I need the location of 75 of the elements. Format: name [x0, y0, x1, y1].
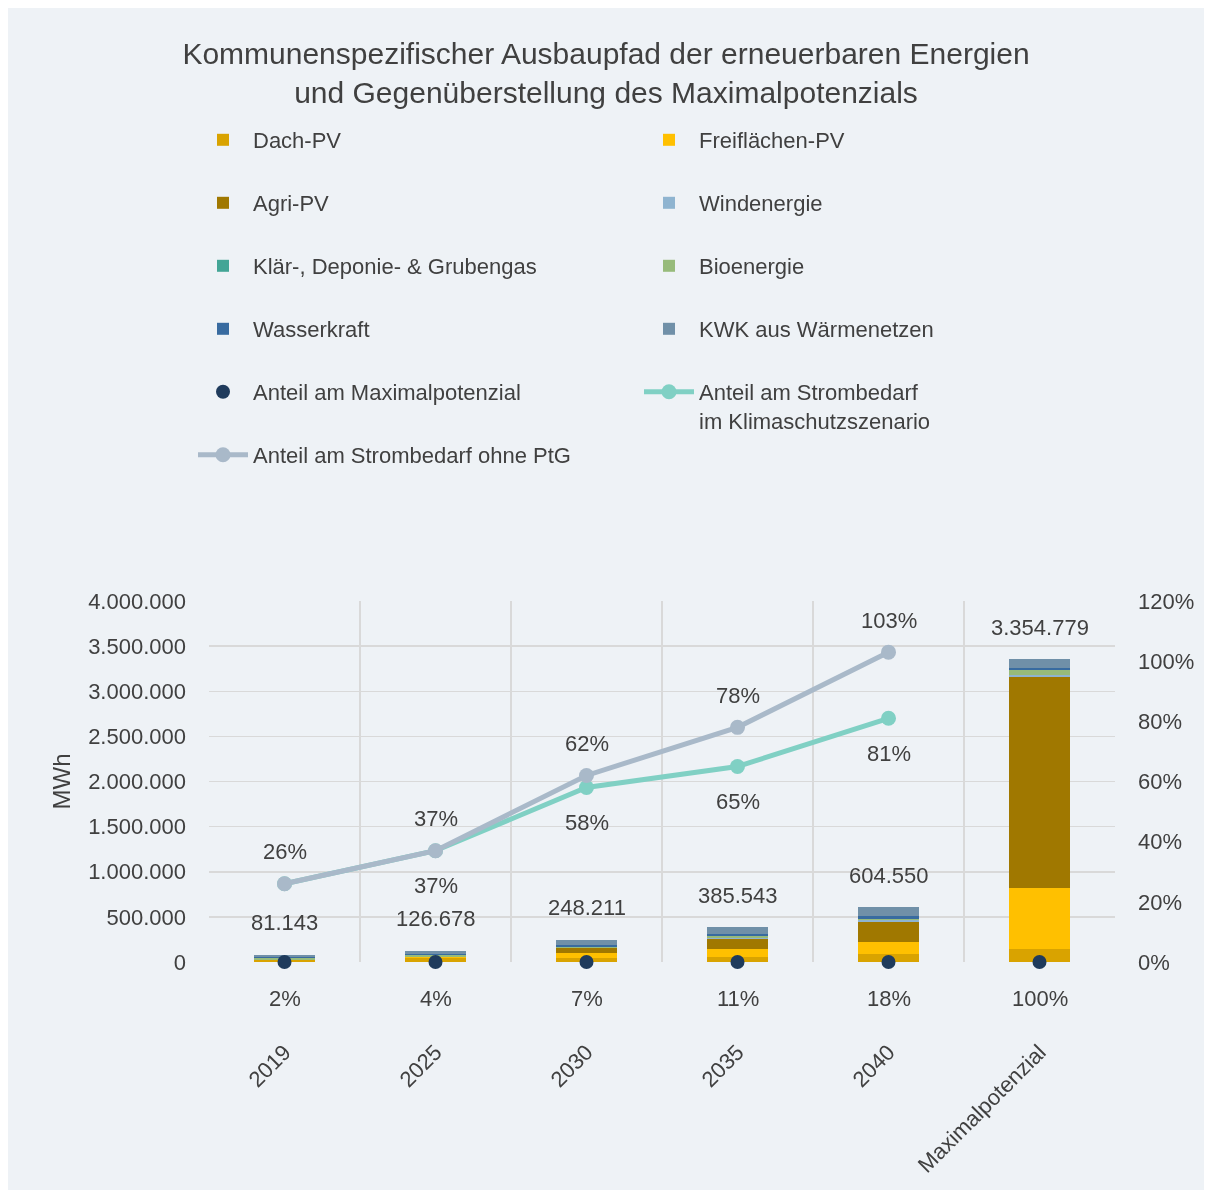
y2-tick-label: 0%: [1138, 949, 1170, 975]
point: [881, 955, 896, 969]
bar: [858, 907, 919, 917]
bar: [858, 942, 919, 955]
total-label: 248.211: [548, 895, 626, 920]
y-tick-label: 3.000.000: [88, 678, 186, 704]
point: [428, 955, 443, 969]
point: [1032, 955, 1047, 969]
data-label: 65%: [716, 789, 761, 814]
bar: [556, 953, 617, 958]
point: [579, 767, 594, 783]
legend-label: Freiflächen-PV: [699, 128, 845, 154]
bar: [1009, 659, 1070, 669]
y2-tick-label: 100%: [1138, 648, 1195, 674]
total-label: 126.678: [396, 906, 476, 931]
y2-tick-label: 120%: [1138, 588, 1195, 614]
data-label: 103%: [861, 608, 918, 633]
total-label: 604.550: [849, 863, 929, 888]
data-label: 37%: [414, 806, 459, 831]
bar: [707, 938, 768, 949]
y-tick-label: 0: [173, 949, 186, 975]
data-label: 37%: [414, 873, 459, 898]
total-label: 3.354.779: [991, 615, 1089, 640]
bar: [1009, 949, 1070, 962]
bar: [858, 921, 919, 943]
annotation: 4%: [420, 986, 452, 1011]
bar: [556, 939, 617, 945]
point: [730, 955, 745, 969]
legend-label: Bioenergie: [699, 254, 805, 280]
bar: [707, 948, 768, 958]
y-tick-label: 2.000.000: [88, 769, 186, 795]
legend-label: Anteil am Maximalpotenzial: [253, 380, 521, 406]
data-label: 81%: [867, 741, 912, 766]
total-label: 81.143: [251, 910, 319, 935]
y-tick-label: 2.500.000: [88, 724, 186, 750]
total-label: 385.543: [698, 883, 778, 908]
y-tick-label: 1.000.000: [88, 859, 186, 885]
y-tick-label: 4.000.000: [88, 588, 186, 614]
data-label: 78%: [716, 683, 761, 708]
legend-label: Dach-PV: [253, 128, 342, 154]
point: [277, 955, 292, 969]
legend-label: Windenergie: [699, 191, 823, 217]
annotation: 2%: [269, 986, 301, 1011]
legend-label: Agri-PV: [253, 191, 330, 217]
point: [881, 644, 896, 660]
y2-tick-label: 60%: [1138, 769, 1183, 795]
bar: [1009, 888, 1070, 950]
point: [730, 758, 745, 774]
y-tick-label: 1.500.000: [88, 814, 186, 840]
y2-tick-label: 40%: [1138, 829, 1183, 855]
bar: [1009, 670, 1070, 676]
annotation: 100%: [1012, 986, 1069, 1011]
y-tick-label: 3.500.000: [88, 633, 186, 659]
point: [881, 710, 896, 726]
y-axis-title: MWh: [48, 753, 76, 810]
legend-label: Anteil am Strombedarf im Klimaschutzszenario: [699, 380, 931, 434]
legend-label: Wasserkraft: [253, 317, 370, 343]
legend-label: Anteil am Strombedarf ohne PtG: [253, 443, 571, 469]
y2-tick-label: 20%: [1138, 889, 1183, 915]
data-label: 62%: [565, 731, 610, 756]
chart-title: Kommunenspezifischer Ausbaupfad der erneuerbaren Energien und Gegenüberstellung des Maximalpotenzials: [182, 36, 1030, 109]
legend-label: KWK aus Wärmenetzen: [699, 317, 934, 343]
legend-label: Klär-, Deponie- & Grubengas: [253, 254, 537, 280]
annotation: 7%: [571, 986, 603, 1011]
annotation: 11%: [717, 986, 760, 1011]
data-label: 58%: [565, 810, 610, 835]
bar: [707, 927, 768, 935]
point: [730, 719, 745, 735]
y2-tick-label: 80%: [1138, 709, 1183, 735]
annotation: 18%: [867, 986, 912, 1011]
bar: [1009, 676, 1070, 888]
point: [579, 955, 594, 969]
bar: [556, 948, 617, 954]
y-tick-label: 500.000: [106, 904, 186, 930]
data-label: 26%: [263, 839, 308, 864]
